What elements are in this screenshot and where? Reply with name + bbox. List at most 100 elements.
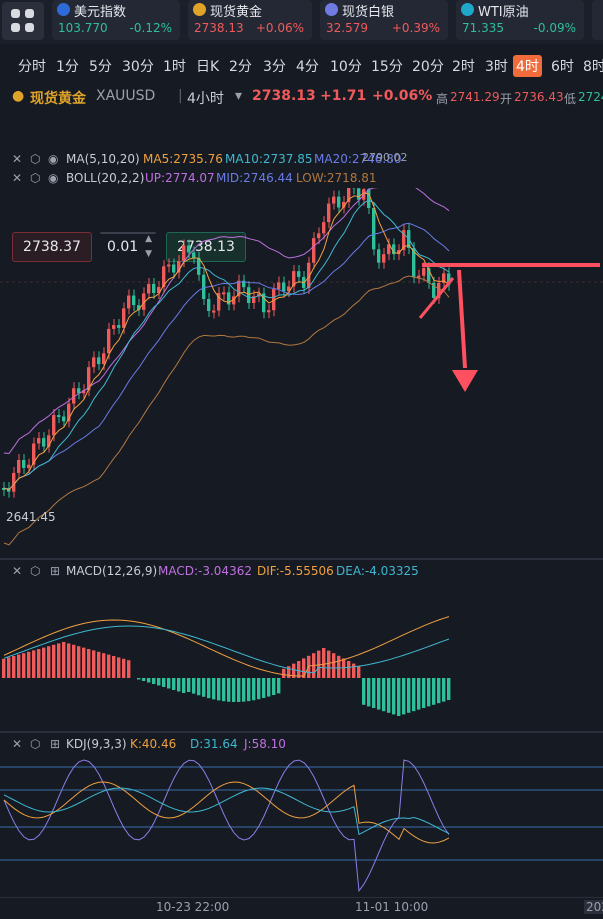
- macd-bar: [382, 678, 386, 712]
- expand-icon[interactable]: ⊞: [50, 737, 61, 751]
- chevron-down-icon[interactable]: ▾: [235, 88, 243, 104]
- candlestick-chart[interactable]: [0, 188, 603, 558]
- tab-tf-7[interactable]: 3分: [263, 59, 286, 75]
- candle-body: [102, 353, 106, 365]
- stepper-down-icon[interactable]: ▼: [145, 249, 152, 259]
- macd-bar: [252, 678, 256, 701]
- low-value: 2724: [578, 90, 603, 104]
- macd-chart[interactable]: [0, 582, 603, 730]
- symbol-name[interactable]: 现货黄金: [30, 91, 86, 107]
- macd-bar: [377, 678, 381, 710]
- macd-bar: [337, 655, 341, 678]
- macd-bar: [72, 644, 76, 678]
- macd-bar: [92, 650, 96, 678]
- tab-tf-0[interactable]: 分时: [18, 59, 46, 75]
- ticker-silver[interactable]: 现货白银 32.579 +0.39%: [320, 0, 448, 40]
- macd-bar: [372, 678, 376, 708]
- candle-body: [107, 328, 111, 354]
- ticker-dxy[interactable]: 美元指数 103.770 -0.12%: [52, 0, 180, 40]
- close-icon[interactable]: ✕: [12, 737, 23, 751]
- macd-bar: [417, 678, 421, 710]
- macd-bar: [267, 678, 271, 697]
- tab-tf-2[interactable]: 5分: [89, 59, 112, 75]
- candle-body: [357, 188, 361, 200]
- macd-bar: [332, 653, 336, 678]
- stepper-up-icon[interactable]: ▲: [145, 234, 152, 244]
- macd-bar: [37, 649, 41, 678]
- macd-bar: [192, 678, 196, 694]
- candle-body: [112, 325, 116, 329]
- candle-body: [27, 464, 31, 468]
- period-select[interactable]: 4小时: [187, 91, 224, 107]
- settings-icon[interactable]: ⬡: [30, 737, 41, 751]
- macd-bar: [237, 678, 241, 702]
- pane-divider[interactable]: [0, 731, 603, 733]
- candle-body: [232, 296, 236, 305]
- eye-icon[interactable]: ◉: [48, 152, 59, 166]
- eye-icon[interactable]: ◉: [48, 171, 59, 185]
- tab-tf-4[interactable]: 1时: [163, 59, 186, 75]
- candle-body: [42, 438, 46, 447]
- candle-body: [347, 188, 351, 202]
- gold-icon: [193, 3, 206, 16]
- sell-button[interactable]: 2738.37: [12, 232, 92, 262]
- macd-bar: [207, 678, 211, 699]
- us-flag-icon: [57, 3, 70, 16]
- tab-tf-12[interactable]: 2时: [452, 59, 475, 75]
- candle-body: [312, 238, 316, 263]
- kdj-legend: ✕ ⬡ ⊞ KDJ(9,3,3) K:40.46 D:31.64 J:58.10: [12, 737, 286, 751]
- macd-bar: [292, 663, 296, 678]
- close-icon[interactable]: ✕: [12, 171, 23, 185]
- tab-tf-10[interactable]: 15分: [371, 59, 403, 75]
- grid-menu-icon[interactable]: [2, 2, 44, 40]
- tab-tf-5[interactable]: 日K: [196, 59, 220, 75]
- tab-tf-15[interactable]: 6时: [551, 59, 574, 75]
- macd-bar: [412, 678, 416, 712]
- candle-body: [437, 282, 441, 298]
- tab-tf-13[interactable]: 3时: [485, 59, 508, 75]
- candle-body: [152, 283, 156, 294]
- candle-body: [372, 208, 376, 250]
- tab-tf-6[interactable]: 2分: [229, 59, 252, 75]
- settings-icon[interactable]: ⬡: [30, 564, 41, 578]
- settings-icon[interactable]: ⬡: [30, 152, 41, 166]
- pane-divider[interactable]: [0, 558, 603, 560]
- macd-bar: [67, 643, 71, 678]
- drawn-arrow[interactable]: [418, 263, 600, 392]
- candle-body: [17, 459, 21, 473]
- expand-icon[interactable]: ⊞: [50, 564, 61, 578]
- tab-tf-9[interactable]: 10分: [330, 59, 362, 75]
- macd-bar: [197, 678, 201, 696]
- tab-tf-8[interactable]: 4分: [296, 59, 319, 75]
- price-change-pct: +0.06%: [372, 88, 433, 104]
- macd-bar: [87, 649, 91, 678]
- candle-body: [67, 403, 71, 422]
- candle-body: [412, 247, 416, 278]
- tab-tf-1[interactable]: 1分: [56, 59, 79, 75]
- settings-icon[interactable]: ⬡: [30, 171, 41, 185]
- ticker-more[interactable]: [592, 0, 603, 40]
- kdj-chart[interactable]: [0, 755, 603, 895]
- macd-bar: [117, 657, 121, 678]
- tab-tf-16[interactable]: 8时: [583, 59, 603, 75]
- ticker-gold[interactable]: 现货黄金 2738.13 +0.06%: [188, 0, 312, 40]
- lot-input[interactable]: 0.01 ▲ ▼: [100, 232, 156, 259]
- macd-bar: [432, 678, 436, 705]
- close-icon[interactable]: ✕: [12, 564, 23, 578]
- macd-bar: [137, 678, 141, 680]
- x-axis-label: 10-23 22:00: [156, 900, 230, 914]
- tab-tf-active[interactable]: 4时: [513, 55, 542, 77]
- close-icon[interactable]: ✕: [12, 152, 23, 166]
- candle-body: [397, 250, 401, 255]
- macd-bar: [362, 678, 366, 705]
- macd-bar: [262, 678, 266, 698]
- macd-bar: [17, 654, 21, 678]
- tab-tf-3[interactable]: 30分: [122, 59, 154, 75]
- candle-body: [432, 282, 436, 298]
- ticker-wti[interactable]: WTI原油 71.335 -0.09%: [456, 0, 584, 40]
- candle-body: [262, 293, 266, 313]
- candle-body: [212, 310, 216, 313]
- tab-tf-11[interactable]: 20分: [412, 59, 444, 75]
- candle-body: [247, 287, 251, 303]
- macd-bar: [177, 678, 181, 692]
